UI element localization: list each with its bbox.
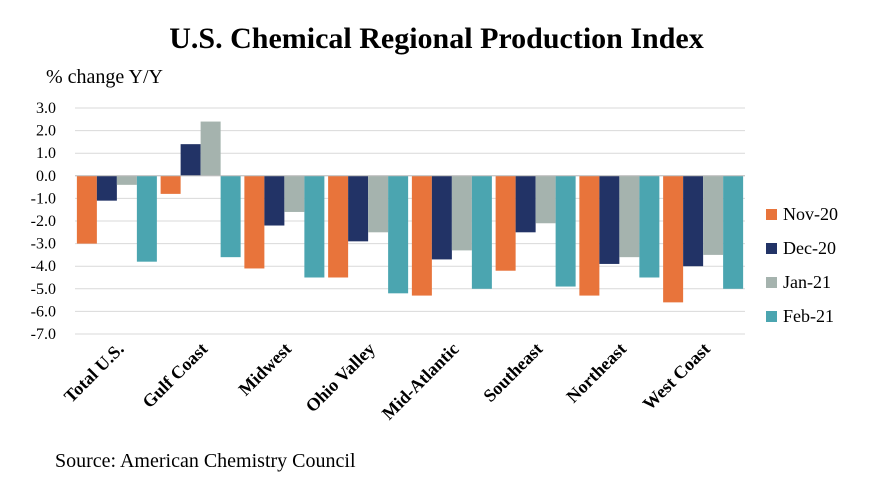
y-tick-label: -4.0 <box>31 258 56 275</box>
bar-feb-21 <box>304 175 325 278</box>
bar-jan-21 <box>200 121 221 176</box>
source-note: Source: American Chemistry Council <box>55 450 356 472</box>
category-label: West Coast <box>639 339 714 414</box>
bar-jan-21 <box>703 175 724 255</box>
bar-nov-20 <box>579 175 600 296</box>
bar-feb-21 <box>471 175 492 289</box>
bar-jan-21 <box>368 175 389 233</box>
chart-title: U.S. Chemical Regional Production Index <box>169 22 704 55</box>
legend-swatch-jan-21 <box>766 277 777 288</box>
bar-nov-20 <box>411 175 432 296</box>
bar-jan-21 <box>284 175 305 212</box>
legend-label: Feb-21 <box>783 306 834 326</box>
legend-label: Dec-20 <box>783 238 836 258</box>
bar-nov-20 <box>663 175 684 303</box>
bar-dec-20 <box>180 144 201 176</box>
bar-nov-20 <box>244 175 265 269</box>
bar-feb-21 <box>639 175 660 278</box>
category-label: Mid-Atlantic <box>378 339 463 424</box>
bar-dec-20 <box>96 175 117 201</box>
bar-dec-20 <box>264 175 285 226</box>
bar-nov-20 <box>160 175 181 194</box>
y-tick-label: 0.0 <box>36 168 56 185</box>
legend-label: Jan-21 <box>783 272 831 292</box>
bar-jan-21 <box>451 175 472 251</box>
bar-nov-20 <box>76 175 97 244</box>
bar-dec-20 <box>348 175 369 242</box>
legend-swatch-feb-21 <box>766 311 777 322</box>
category-label: Southeast <box>479 339 546 406</box>
category-label: Northeast <box>562 339 630 407</box>
category-label: Ohio Valley <box>302 339 379 416</box>
y-tick-label: 2.0 <box>36 123 56 140</box>
bar-jan-21 <box>116 175 137 185</box>
bar-jan-21 <box>535 175 556 224</box>
bar-nov-20 <box>495 175 516 271</box>
bar-nov-20 <box>328 175 349 278</box>
bar-dec-20 <box>515 175 536 233</box>
y-tick-label: -1.0 <box>31 190 56 207</box>
y-tick-label: -2.0 <box>31 213 56 230</box>
legend-swatch-dec-20 <box>766 243 777 254</box>
category-label: Midwest <box>234 339 295 400</box>
bar-feb-21 <box>136 175 157 262</box>
bar-feb-21 <box>555 175 576 287</box>
bar-feb-21 <box>388 175 409 294</box>
bar-jan-21 <box>619 175 640 258</box>
y-tick-label: -7.0 <box>31 326 56 343</box>
y-tick-label: 1.0 <box>36 145 56 162</box>
bar-feb-21 <box>723 175 744 289</box>
y-tick-label: -6.0 <box>31 303 56 320</box>
category-label: Total U.S. <box>60 339 128 407</box>
y-tick-label: -5.0 <box>31 281 56 298</box>
y-tick-label: 3.0 <box>36 100 56 117</box>
legend-swatch-nov-20 <box>766 209 777 220</box>
y-axis-unit-label: % change Y/Y <box>46 66 163 88</box>
category-label: Gulf Coast <box>138 339 211 412</box>
bar-dec-20 <box>599 175 620 264</box>
legend-label: Nov-20 <box>783 204 838 224</box>
bar-dec-20 <box>683 175 704 267</box>
bar-feb-21 <box>220 175 241 258</box>
bar-dec-20 <box>431 175 452 260</box>
y-tick-label: -3.0 <box>31 236 56 253</box>
